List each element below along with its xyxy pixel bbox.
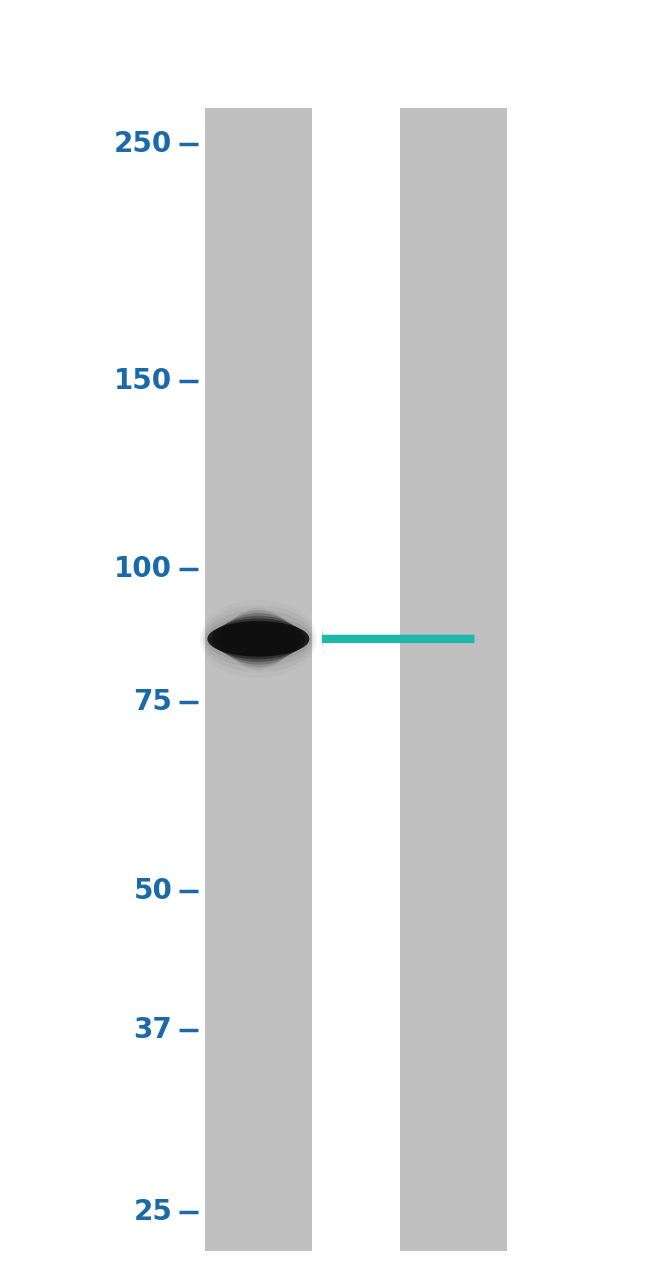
Text: 50: 50 [133,876,172,904]
Bar [400,108,507,1251]
Text: 250: 250 [114,130,172,157]
Text: 100: 100 [114,555,172,583]
Ellipse shape [224,611,293,667]
Bar [205,108,312,1251]
Ellipse shape [207,621,309,657]
Text: 25: 25 [133,1199,172,1227]
Ellipse shape [207,621,309,657]
Ellipse shape [202,605,315,673]
Ellipse shape [220,613,297,664]
Ellipse shape [232,605,285,673]
Ellipse shape [236,602,281,676]
Ellipse shape [227,608,289,671]
Text: 75: 75 [133,688,172,716]
Ellipse shape [205,616,311,662]
Ellipse shape [216,616,301,662]
Ellipse shape [203,611,313,667]
Ellipse shape [211,618,306,659]
Text: 150: 150 [114,367,172,395]
Text: 37: 37 [133,1016,172,1044]
